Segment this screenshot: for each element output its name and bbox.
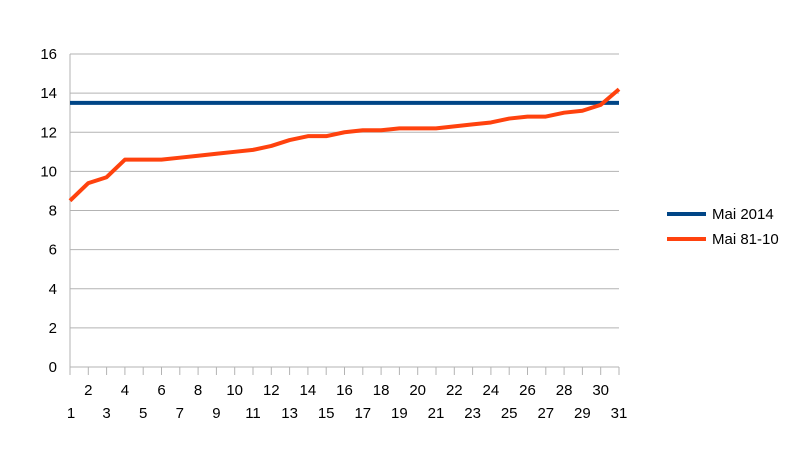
x-tick-label: 20 bbox=[409, 382, 426, 399]
x-tick-label: 23 bbox=[464, 405, 481, 422]
x-tick-label: 27 bbox=[537, 405, 554, 422]
x-tick-label: 11 bbox=[245, 405, 261, 422]
x-tick-label: 3 bbox=[102, 405, 110, 422]
y-tick-label: 8 bbox=[49, 203, 57, 220]
x-axis-tick-labels: 1234567891011121314151617181920212223242… bbox=[67, 382, 628, 422]
x-tick-label: 24 bbox=[483, 382, 500, 399]
x-tick-label: 1 bbox=[67, 405, 75, 422]
series-lines bbox=[68, 87, 621, 203]
x-tick-label: 2 bbox=[84, 382, 92, 399]
x-tick-label: 12 bbox=[263, 382, 280, 399]
y-tick-label: 14 bbox=[40, 85, 57, 102]
x-tick-label: 4 bbox=[121, 382, 129, 399]
x-tick-label: 21 bbox=[428, 405, 445, 422]
x-tick-label: 18 bbox=[373, 382, 390, 399]
y-tick-label: 10 bbox=[40, 163, 57, 180]
x-tick-label: 16 bbox=[336, 382, 353, 399]
y-tick-label: 2 bbox=[49, 320, 57, 337]
x-tick-label: 14 bbox=[300, 382, 317, 399]
legend-label: Mai 81-10 bbox=[712, 231, 779, 248]
x-tick-label: 6 bbox=[157, 382, 165, 399]
series-line-mai-81-10 bbox=[68, 87, 621, 203]
legend: Mai 2014 Mai 81-10 bbox=[667, 206, 779, 248]
plot-frame bbox=[69, 54, 620, 375]
y-tick-label: 0 bbox=[49, 359, 57, 376]
x-tick-label: 26 bbox=[519, 382, 536, 399]
x-tick-label: 17 bbox=[354, 405, 371, 422]
x-tick-label: 9 bbox=[212, 405, 220, 422]
x-tick-label: 8 bbox=[194, 382, 202, 399]
y-axis-tick-labels: 0 2 4 6 8 10 12 14 16 bbox=[40, 46, 57, 376]
y-tick-label: 16 bbox=[40, 46, 57, 63]
y-tick-label: 12 bbox=[40, 124, 57, 141]
y-tick-label: 6 bbox=[49, 242, 57, 259]
y-tick-label: 4 bbox=[49, 281, 57, 298]
x-tick-label: 15 bbox=[318, 405, 335, 422]
x-tick-label: 19 bbox=[391, 405, 408, 422]
x-tick-label: 7 bbox=[176, 405, 184, 422]
x-tick-label: 22 bbox=[446, 382, 463, 399]
x-tick-label: 10 bbox=[226, 382, 243, 399]
x-tick-label: 28 bbox=[556, 382, 573, 399]
x-tick-label: 25 bbox=[501, 405, 518, 422]
x-tick-label: 13 bbox=[281, 405, 298, 422]
gridlines bbox=[70, 53, 619, 368]
legend-label: Mai 2014 bbox=[712, 206, 774, 223]
x-tick-label: 5 bbox=[139, 405, 147, 422]
x-tick-label: 31 bbox=[611, 405, 628, 422]
x-tick-label: 29 bbox=[574, 405, 591, 422]
x-tick-label: 30 bbox=[592, 382, 609, 399]
